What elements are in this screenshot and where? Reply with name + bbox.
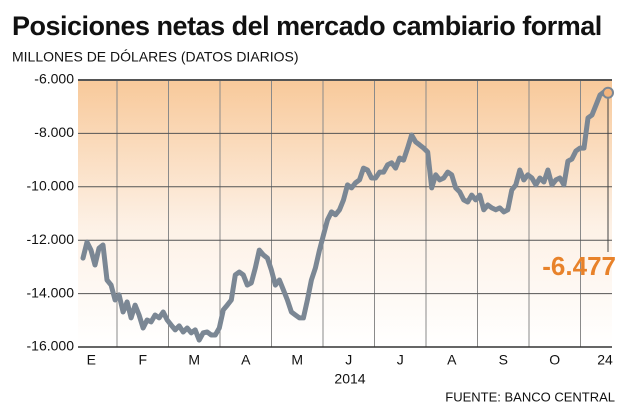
x-tick-label: F <box>138 352 147 368</box>
y-tick-label: -6.000 <box>34 71 74 87</box>
x-tick-label: M <box>291 352 303 368</box>
y-tick-label: -8.000 <box>34 124 74 140</box>
x-tick-label: E <box>87 352 96 368</box>
x-tick-label: J <box>345 352 352 368</box>
x-tick-label: A <box>447 352 457 368</box>
chart-subtitle: MILLONES DE DÓLARES (DATOS DIARIOS) <box>12 49 299 65</box>
x-tick-label: M <box>188 352 200 368</box>
y-tick-label: -12.000 <box>27 231 75 247</box>
y-tick-label: -14.000 <box>27 284 75 300</box>
source: FUENTE: BANCO CENTRAL <box>445 389 615 404</box>
x-tick-label: S <box>499 352 508 368</box>
last-value-label: -6.477 <box>542 251 616 281</box>
y-tick-label: -10.000 <box>27 178 75 194</box>
data-line <box>80 89 611 343</box>
y-tick-label: -16.000 <box>27 338 75 354</box>
last-point <box>602 86 614 99</box>
x-axis-label: 2014 <box>334 371 365 387</box>
x-tick-label: A <box>241 352 251 368</box>
chart-title: Posiciones netas del mercado cambiario f… <box>12 11 602 41</box>
x-tick-label: O <box>549 352 560 368</box>
plot-background <box>78 80 612 347</box>
x-tick-label: J <box>397 352 404 368</box>
x-tick-label: 24 <box>597 352 613 368</box>
